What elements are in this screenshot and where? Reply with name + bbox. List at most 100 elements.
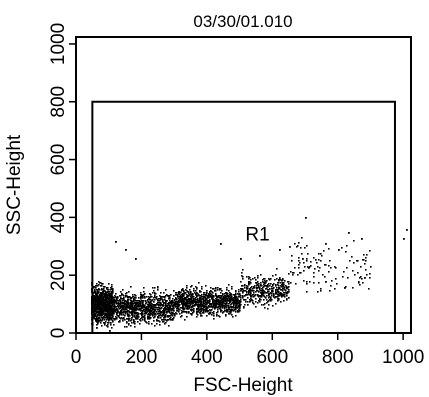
data-point bbox=[270, 278, 272, 280]
data-point bbox=[195, 303, 197, 305]
data-point bbox=[238, 291, 240, 293]
data-point bbox=[171, 303, 173, 305]
data-point bbox=[247, 304, 249, 306]
data-point bbox=[140, 294, 142, 296]
data-point bbox=[116, 299, 118, 301]
data-point bbox=[215, 306, 217, 308]
data-point bbox=[107, 310, 109, 312]
data-point bbox=[151, 308, 153, 310]
data-point bbox=[215, 303, 217, 305]
data-point bbox=[271, 290, 273, 292]
data-point bbox=[111, 295, 113, 297]
data-point bbox=[160, 296, 162, 298]
data-point bbox=[173, 313, 175, 315]
data-point bbox=[94, 298, 96, 300]
data-point bbox=[241, 285, 243, 287]
data-point bbox=[267, 284, 269, 286]
data-point bbox=[108, 291, 110, 293]
data-point bbox=[126, 295, 128, 297]
data-point bbox=[183, 295, 185, 297]
data-point bbox=[230, 306, 232, 308]
data-point bbox=[178, 298, 180, 300]
data-point bbox=[264, 291, 266, 293]
data-point bbox=[105, 321, 107, 323]
data-point bbox=[231, 294, 233, 296]
data-point bbox=[93, 302, 95, 304]
data-point bbox=[165, 307, 167, 309]
data-point bbox=[190, 303, 192, 305]
data-point bbox=[165, 309, 167, 311]
data-point bbox=[249, 294, 251, 296]
data-point bbox=[124, 326, 126, 328]
data-point bbox=[275, 303, 277, 305]
data-point bbox=[123, 299, 125, 301]
data-point bbox=[168, 295, 170, 297]
data-point bbox=[143, 309, 145, 311]
data-point bbox=[216, 297, 218, 299]
data-point bbox=[214, 290, 216, 292]
data-point bbox=[106, 297, 108, 299]
data-point bbox=[235, 300, 237, 302]
data-point bbox=[219, 305, 221, 307]
data-point bbox=[98, 307, 100, 309]
data-point bbox=[258, 296, 260, 298]
data-point bbox=[102, 297, 104, 299]
data-point bbox=[106, 304, 108, 306]
data-point bbox=[218, 315, 220, 317]
data-point bbox=[303, 270, 305, 272]
data-point bbox=[208, 293, 210, 295]
data-point bbox=[108, 297, 110, 299]
data-point bbox=[214, 307, 216, 309]
data-point bbox=[190, 296, 192, 298]
data-point bbox=[174, 304, 176, 306]
data-point bbox=[118, 311, 120, 313]
data-point bbox=[246, 291, 248, 293]
data-point bbox=[250, 292, 252, 294]
data-point bbox=[158, 313, 160, 315]
data-point bbox=[109, 300, 111, 302]
data-point bbox=[103, 299, 105, 301]
data-point bbox=[139, 303, 141, 305]
data-point bbox=[281, 295, 283, 297]
data-point bbox=[219, 297, 221, 299]
data-point bbox=[110, 293, 112, 295]
data-point bbox=[117, 303, 119, 305]
data-point bbox=[271, 299, 273, 301]
data-point bbox=[101, 307, 103, 309]
x-tick-label: 1000 bbox=[382, 347, 424, 368]
data-point bbox=[148, 321, 150, 323]
data-point bbox=[96, 301, 98, 303]
data-point bbox=[132, 316, 134, 318]
data-point bbox=[255, 306, 257, 308]
data-point bbox=[206, 309, 208, 311]
data-point bbox=[164, 308, 166, 310]
data-point bbox=[111, 300, 113, 302]
data-point bbox=[107, 296, 109, 298]
data-point bbox=[102, 295, 104, 297]
data-point bbox=[135, 313, 137, 315]
data-point bbox=[116, 308, 118, 310]
data-point bbox=[163, 314, 165, 316]
x-tick-label: 200 bbox=[126, 347, 158, 368]
data-point bbox=[109, 311, 111, 313]
data-point bbox=[123, 295, 125, 297]
data-point bbox=[99, 295, 101, 297]
data-point bbox=[191, 310, 193, 312]
data-point bbox=[182, 304, 184, 306]
data-point bbox=[106, 310, 108, 312]
data-point bbox=[193, 288, 195, 290]
y-tick-label: 400 bbox=[48, 202, 69, 234]
data-point bbox=[203, 305, 205, 307]
data-point bbox=[149, 304, 151, 306]
data-point bbox=[187, 291, 189, 293]
data-point bbox=[106, 313, 108, 315]
data-point bbox=[127, 300, 129, 302]
data-point bbox=[186, 312, 188, 314]
data-point bbox=[108, 319, 110, 321]
data-point bbox=[165, 315, 167, 317]
data-point bbox=[108, 283, 110, 285]
data-point bbox=[135, 312, 137, 314]
data-point bbox=[172, 313, 174, 315]
data-point bbox=[169, 305, 171, 307]
data-point bbox=[191, 313, 193, 315]
